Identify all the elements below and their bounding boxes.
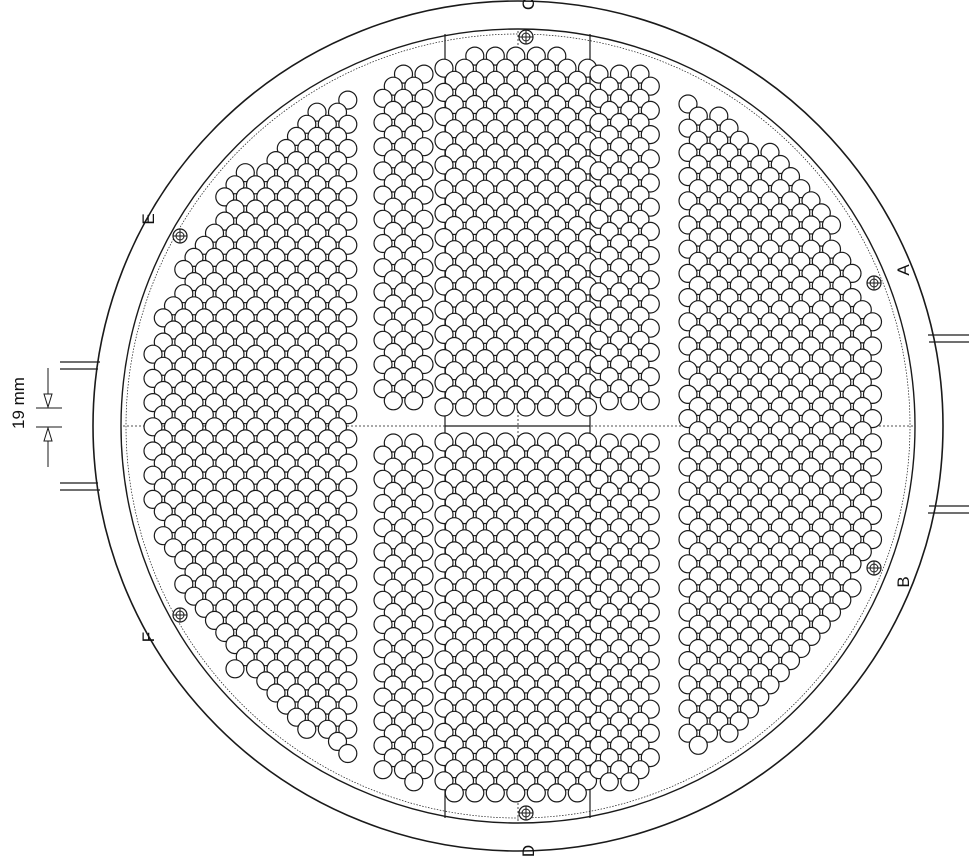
tube-hole: [444, 783, 464, 803]
outer-shell-circle: [92, 0, 944, 852]
tube-hole: [557, 397, 577, 417]
tube-hole: [495, 397, 516, 417]
tie-rod-holes: [172, 29, 882, 821]
orientation-markers: A B C D E F: [139, 0, 913, 857]
tie-rod-icon: [866, 275, 882, 291]
tube-hole: [688, 735, 708, 755]
dimension-arrow-up-icon: [43, 426, 53, 442]
tube-hole: [434, 397, 454, 417]
tube-hole: [719, 723, 739, 743]
tie-rod-icon: [518, 805, 534, 821]
tube-hole: [620, 772, 640, 792]
tube-hole: [567, 783, 587, 803]
tube-hole: [599, 772, 619, 792]
tube-hole: [454, 397, 475, 417]
marker-e: E: [139, 213, 158, 224]
marker-d: D: [519, 845, 538, 857]
tie-rod-icon: [866, 560, 882, 576]
tube-hole: [485, 783, 505, 803]
tube-hole: [526, 783, 546, 803]
tube-hole: [373, 760, 393, 780]
tube-hole: [404, 772, 424, 792]
tube-hole: [536, 397, 557, 417]
tube-hole: [475, 397, 495, 417]
tube-hole: [383, 391, 403, 411]
tube-hole: [599, 391, 619, 411]
tube-hole: [640, 391, 660, 411]
left-lower-nozzle: [60, 482, 100, 491]
tie-rod-icon: [518, 29, 534, 45]
marker-a: A: [894, 264, 913, 276]
left-upper-nozzle: [60, 361, 100, 370]
tube-hole: [225, 659, 245, 679]
tube-hole: [516, 397, 536, 417]
dimension-arrow-down-icon: [43, 393, 53, 409]
tie-rod-icon: [172, 228, 188, 244]
tube-hole: [577, 397, 598, 417]
right-upper-nozzle: [928, 334, 969, 343]
tube-hole: [404, 391, 424, 411]
tube-hole: [547, 783, 567, 803]
tube-limit-circle: [125, 33, 911, 819]
tie-rod-icon: [172, 607, 188, 623]
tube-hole: [506, 783, 526, 803]
marker-b: B: [894, 576, 913, 587]
tube-hole: [297, 719, 317, 739]
marker-c: C: [519, 0, 538, 10]
inner-shell-circle: [120, 28, 916, 824]
tube-hole: [620, 391, 640, 411]
tube-hole: [338, 743, 358, 764]
tube-hole: [465, 783, 485, 803]
marker-f: F: [139, 632, 158, 642]
tube-holes: [143, 46, 883, 803]
dimension-label: 19 mm: [9, 377, 28, 429]
pitch-dimension: 19 mm: [9, 368, 62, 467]
